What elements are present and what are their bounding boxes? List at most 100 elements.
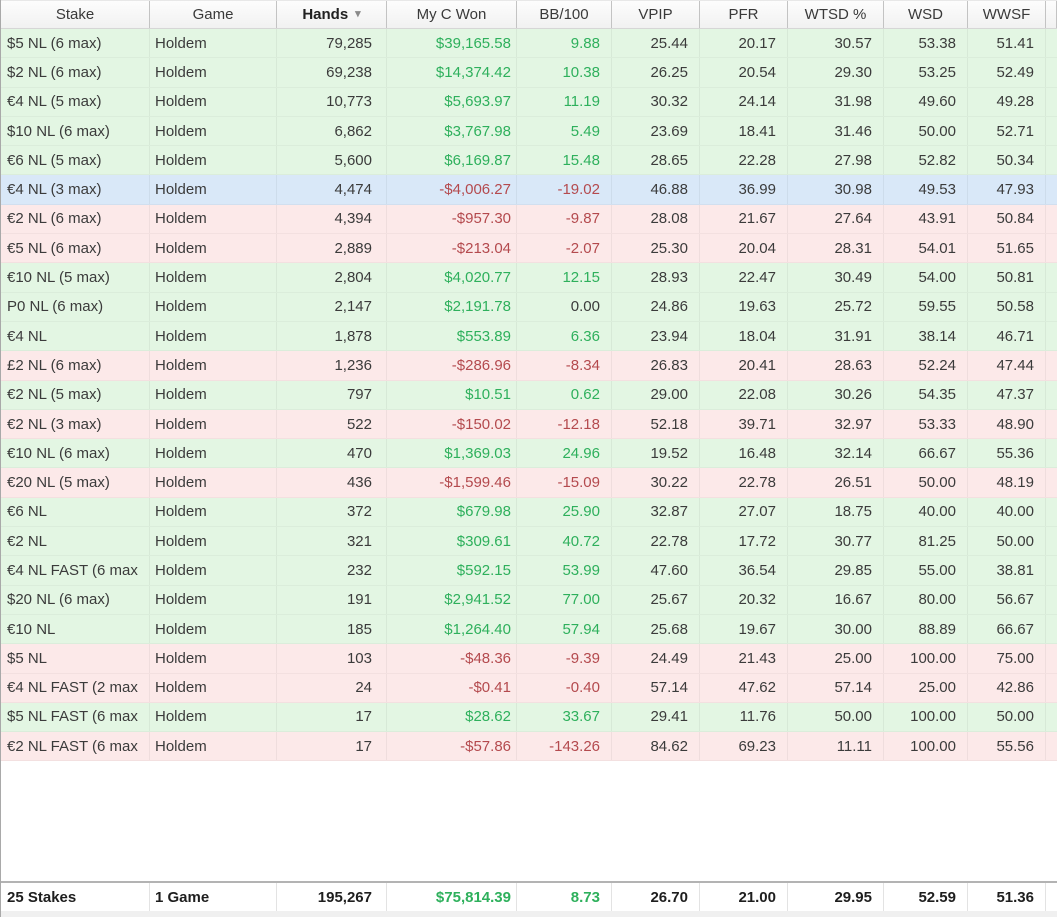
- stake-row[interactable]: €4 NL FAST (6 max Holdem 232 $592.15 53.99 47…: [1, 556, 1057, 586]
- table-header: Stake Game Hands ▾ My C Won BB/100 VPIP …: [1, 0, 1057, 29]
- cell-pfr: 36.54: [700, 556, 788, 585]
- cell-wwsf: 47.37: [968, 380, 1046, 409]
- stake-row[interactable]: €2 NL (3 max) Holdem 522 -$150.02 -12.18 52.1…: [1, 409, 1057, 440]
- cell-pfr: 22.28: [700, 146, 788, 175]
- cell-wsd: 80.00: [884, 585, 968, 614]
- cell-stake: $20 NL (6 max): [1, 585, 150, 614]
- cell-wwsf: 47.93: [968, 175, 1046, 204]
- stake-row[interactable]: €2 NL (5 max) Holdem 797 $10.51 0.62 29.00 22.…: [1, 380, 1057, 410]
- cell-game: Holdem: [150, 87, 277, 116]
- cell-bb100: 53.99: [517, 556, 612, 585]
- cell-won: -$4,006.27: [387, 175, 517, 204]
- cell-bb100: -19.02: [517, 175, 612, 204]
- cell-vpip: 28.08: [612, 204, 700, 234]
- cell-hands: 17: [277, 732, 387, 761]
- column-header-bb100[interactable]: BB/100: [517, 1, 612, 28]
- stake-row[interactable]: $5 NL (6 max) Holdem 79,285 $39,165.58 9.88 2…: [1, 29, 1057, 59]
- cell-game: Holdem: [150, 380, 277, 409]
- cell-vpip: 52.18: [612, 409, 700, 439]
- column-header-game[interactable]: Game: [150, 1, 277, 28]
- cell-wtsd: 32.14: [788, 439, 884, 468]
- cell-wtsd: 11.11: [788, 732, 884, 761]
- column-header-hands[interactable]: Hands ▾: [277, 1, 387, 28]
- cell-wsd: 100.00: [884, 702, 968, 732]
- cell-pfr: 20.17: [700, 29, 788, 58]
- cell-pfr: 47.62: [700, 673, 788, 702]
- cell-wwsf: 52.71: [968, 116, 1046, 146]
- stake-row[interactable]: €10 NL (5 max) Holdem 2,804 $4,020.77 12.15 2…: [1, 263, 1057, 293]
- stake-row[interactable]: €2 NL (6 max) Holdem 4,394 -$957.30 -9.87 28.…: [1, 204, 1057, 235]
- stake-row[interactable]: €5 NL (6 max) Holdem 2,889 -$213.04 -2.07 25.…: [1, 234, 1057, 264]
- cell-pfr: 69.23: [700, 732, 788, 761]
- stake-row[interactable]: £2 NL (6 max) Holdem 1,236 -$286.96 -8.34 26.…: [1, 351, 1057, 381]
- cell-wtsd: 29.30: [788, 58, 884, 87]
- summary-pfr: 21.00: [700, 883, 788, 911]
- stake-row[interactable]: $2 NL (6 max) Holdem 69,238 $14,374.42 10.38…: [1, 58, 1057, 88]
- cell-wsd: 38.14: [884, 321, 968, 351]
- stake-row[interactable]: €2 NL FAST (6 max Holdem 17 -$57.86 -143.26 8…: [1, 732, 1057, 762]
- stake-row[interactable]: €6 NL Holdem 372 $679.98 25.90 32.87 27.07 18.7…: [1, 497, 1057, 528]
- cell-vpip: 29.41: [612, 702, 700, 732]
- cell-stake: €20 NL (5 max): [1, 468, 150, 497]
- stake-row[interactable]: €10 NL Holdem 185 $1,264.40 57.94 25.68 19.67 3…: [1, 614, 1057, 645]
- column-header-pfr[interactable]: PFR: [700, 1, 788, 28]
- cell-pfr: 20.04: [700, 234, 788, 263]
- cell-wwsf: 46.71: [968, 321, 1046, 351]
- stake-row[interactable]: €10 NL (6 max) Holdem 470 $1,369.03 24.96 19.…: [1, 439, 1057, 469]
- cell-won: $1,264.40: [387, 614, 517, 644]
- column-header-wsd[interactable]: WSD: [884, 1, 968, 28]
- cell-stake: €6 NL: [1, 497, 150, 527]
- stake-row[interactable]: P0 NL (6 max) Holdem 2,147 $2,191.78 0.00 24.…: [1, 292, 1057, 322]
- stake-row[interactable]: $5 NL FAST (6 max Holdem 17 $28.62 33.67 29.4…: [1, 702, 1057, 733]
- row-edge: [1046, 703, 1057, 731]
- column-header-wtsd[interactable]: WTSD %: [788, 1, 884, 28]
- cell-game: Holdem: [150, 673, 277, 702]
- stake-row[interactable]: $5 NL Holdem 103 -$48.36 -9.39 24.49 21.43 25.0…: [1, 644, 1057, 674]
- cell-stake: €6 NL (5 max): [1, 146, 150, 175]
- column-header-my-c-won[interactable]: My C Won: [387, 1, 517, 28]
- stake-row[interactable]: €6 NL (5 max) Holdem 5,600 $6,169.87 15.48 28…: [1, 146, 1057, 176]
- stake-row[interactable]: $10 NL (6 max) Holdem 6,862 $3,767.98 5.49 23…: [1, 116, 1057, 147]
- cell-pfr: 20.32: [700, 585, 788, 614]
- cell-bb100: -12.18: [517, 409, 612, 439]
- cell-wwsf: 47.44: [968, 351, 1046, 380]
- cell-vpip: 46.88: [612, 175, 700, 204]
- cell-hands: 69,238: [277, 58, 387, 87]
- cell-hands: 522: [277, 409, 387, 439]
- cell-vpip: 25.68: [612, 614, 700, 644]
- cell-vpip: 84.62: [612, 732, 700, 761]
- row-edge: [1046, 263, 1057, 291]
- column-header-stake[interactable]: Stake: [1, 1, 150, 28]
- stake-row[interactable]: €4 NL (3 max) Holdem 4,474 -$4,006.27 -19.02…: [1, 175, 1057, 205]
- row-edge: [1046, 175, 1057, 203]
- cell-wwsf: 52.49: [968, 58, 1046, 87]
- cell-wwsf: 55.56: [968, 732, 1046, 761]
- cell-hands: 436: [277, 468, 387, 497]
- stake-row[interactable]: €4 NL Holdem 1,878 $553.89 6.36 23.94 18.04 31.…: [1, 321, 1057, 352]
- cell-wtsd: 29.85: [788, 556, 884, 585]
- cell-wsd: 50.00: [884, 468, 968, 497]
- cell-game: Holdem: [150, 614, 277, 644]
- stake-row[interactable]: €2 NL Holdem 321 $309.61 40.72 22.78 17.72 30.7…: [1, 527, 1057, 557]
- stake-row[interactable]: €20 NL (5 max) Holdem 436 -$1,599.46 -15.09 3…: [1, 468, 1057, 498]
- cell-stake: €4 NL: [1, 321, 150, 351]
- cell-won: -$48.36: [387, 644, 517, 673]
- cell-wsd: 40.00: [884, 497, 968, 527]
- column-header-vpip[interactable]: VPIP: [612, 1, 700, 28]
- cell-wsd: 100.00: [884, 644, 968, 673]
- cell-wsd: 54.00: [884, 263, 968, 292]
- sort-desc-icon: ▾: [355, 8, 361, 20]
- cell-won: $5,693.97: [387, 87, 517, 116]
- row-edge: [1046, 556, 1057, 584]
- cell-hands: 79,285: [277, 29, 387, 58]
- stake-row[interactable]: €4 NL (5 max) Holdem 10,773 $5,693.97 11.19 3…: [1, 87, 1057, 117]
- column-header-wwsf[interactable]: WWSF: [968, 1, 1046, 28]
- stake-row[interactable]: $20 NL (6 max) Holdem 191 $2,941.52 77.00 25.…: [1, 585, 1057, 615]
- cell-game: Holdem: [150, 175, 277, 204]
- cell-wwsf: 51.41: [968, 29, 1046, 58]
- stake-row[interactable]: €4 NL FAST (2 max Holdem 24 -$0.41 -0.40 57.1…: [1, 673, 1057, 703]
- cell-won: $679.98: [387, 497, 517, 527]
- cell-wtsd: 28.63: [788, 351, 884, 380]
- cell-game: Holdem: [150, 497, 277, 527]
- row-edge: [1046, 644, 1057, 672]
